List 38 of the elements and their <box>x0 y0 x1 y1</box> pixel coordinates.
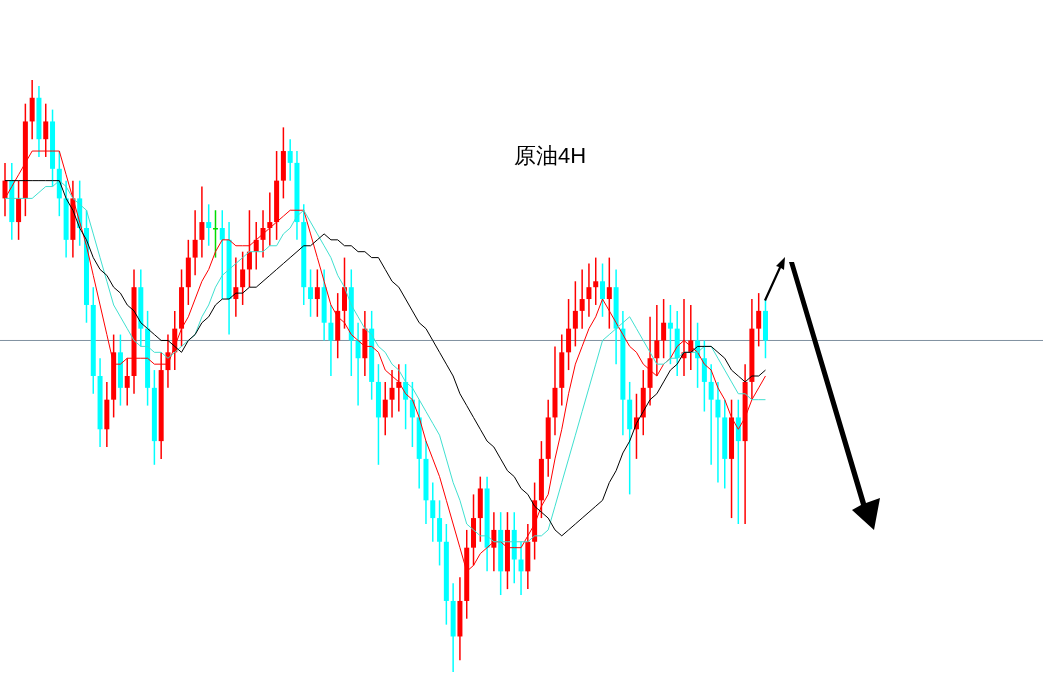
candlestick <box>606 256 612 330</box>
candlestick <box>342 256 347 330</box>
candlestick <box>267 191 273 247</box>
candlestick <box>16 179 22 241</box>
candlestick <box>246 209 252 288</box>
candlestick <box>518 541 524 596</box>
candlestick <box>382 381 388 436</box>
candlestick <box>199 185 205 259</box>
candlestick <box>708 363 714 466</box>
candlestick <box>430 481 436 543</box>
candlestick <box>600 262 606 318</box>
candlestick <box>756 292 762 348</box>
candlestick <box>715 381 721 484</box>
candlestick <box>124 357 130 407</box>
candlestick <box>29 79 35 140</box>
candlestick <box>355 321 361 407</box>
candlestick <box>287 138 293 182</box>
candlestick <box>308 268 314 318</box>
candlestick <box>572 280 578 348</box>
candlestick <box>219 209 225 300</box>
text: 原油4H <box>513 143 587 168</box>
candlestick <box>206 203 212 247</box>
candlestick <box>654 304 660 377</box>
candlestick <box>593 256 599 306</box>
candlestick <box>579 268 585 330</box>
candlestick <box>701 339 707 413</box>
candlestick <box>314 268 320 318</box>
candlestick <box>566 298 572 371</box>
candlestick <box>586 262 592 318</box>
candlestick <box>389 369 395 419</box>
candlestick <box>192 209 198 277</box>
candlestick <box>661 298 667 359</box>
candlestick <box>328 304 334 377</box>
candlestick <box>735 398 741 525</box>
candlestick <box>240 250 246 306</box>
candlestick <box>212 209 218 259</box>
candlestick <box>667 304 673 365</box>
candlestick <box>437 499 443 567</box>
